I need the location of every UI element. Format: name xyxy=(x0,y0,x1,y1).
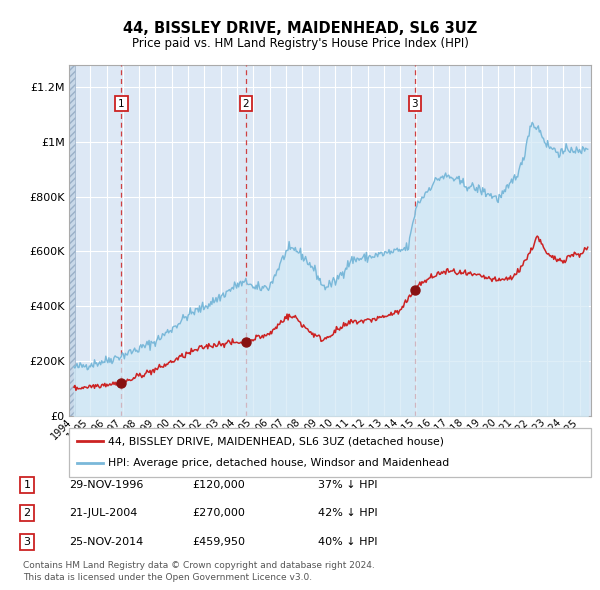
Text: 42% ↓ HPI: 42% ↓ HPI xyxy=(318,509,377,518)
Text: 3: 3 xyxy=(412,99,418,109)
Text: 2: 2 xyxy=(23,509,31,518)
FancyBboxPatch shape xyxy=(69,428,591,477)
Text: £459,950: £459,950 xyxy=(192,537,245,546)
Text: 2: 2 xyxy=(242,99,250,109)
Text: 21-JUL-2004: 21-JUL-2004 xyxy=(69,509,137,518)
Text: 44, BISSLEY DRIVE, MAIDENHEAD, SL6 3UZ (detached house): 44, BISSLEY DRIVE, MAIDENHEAD, SL6 3UZ (… xyxy=(108,437,444,447)
Text: 1: 1 xyxy=(118,99,125,109)
Text: 40% ↓ HPI: 40% ↓ HPI xyxy=(318,537,377,546)
Text: £120,000: £120,000 xyxy=(192,480,245,490)
Text: HPI: Average price, detached house, Windsor and Maidenhead: HPI: Average price, detached house, Wind… xyxy=(108,458,449,468)
Text: 44, BISSLEY DRIVE, MAIDENHEAD, SL6 3UZ: 44, BISSLEY DRIVE, MAIDENHEAD, SL6 3UZ xyxy=(123,21,477,35)
Bar xyxy=(69,65,75,416)
Text: This data is licensed under the Open Government Licence v3.0.: This data is licensed under the Open Gov… xyxy=(23,572,312,582)
Text: Contains HM Land Registry data © Crown copyright and database right 2024.: Contains HM Land Registry data © Crown c… xyxy=(23,560,374,570)
Text: 1: 1 xyxy=(23,480,31,490)
Text: 37% ↓ HPI: 37% ↓ HPI xyxy=(318,480,377,490)
Bar xyxy=(69,65,75,416)
Text: £270,000: £270,000 xyxy=(192,509,245,518)
Text: 29-NOV-1996: 29-NOV-1996 xyxy=(69,480,143,490)
Text: Price paid vs. HM Land Registry's House Price Index (HPI): Price paid vs. HM Land Registry's House … xyxy=(131,37,469,50)
Text: 25-NOV-2014: 25-NOV-2014 xyxy=(69,537,143,546)
Text: 3: 3 xyxy=(23,537,31,546)
